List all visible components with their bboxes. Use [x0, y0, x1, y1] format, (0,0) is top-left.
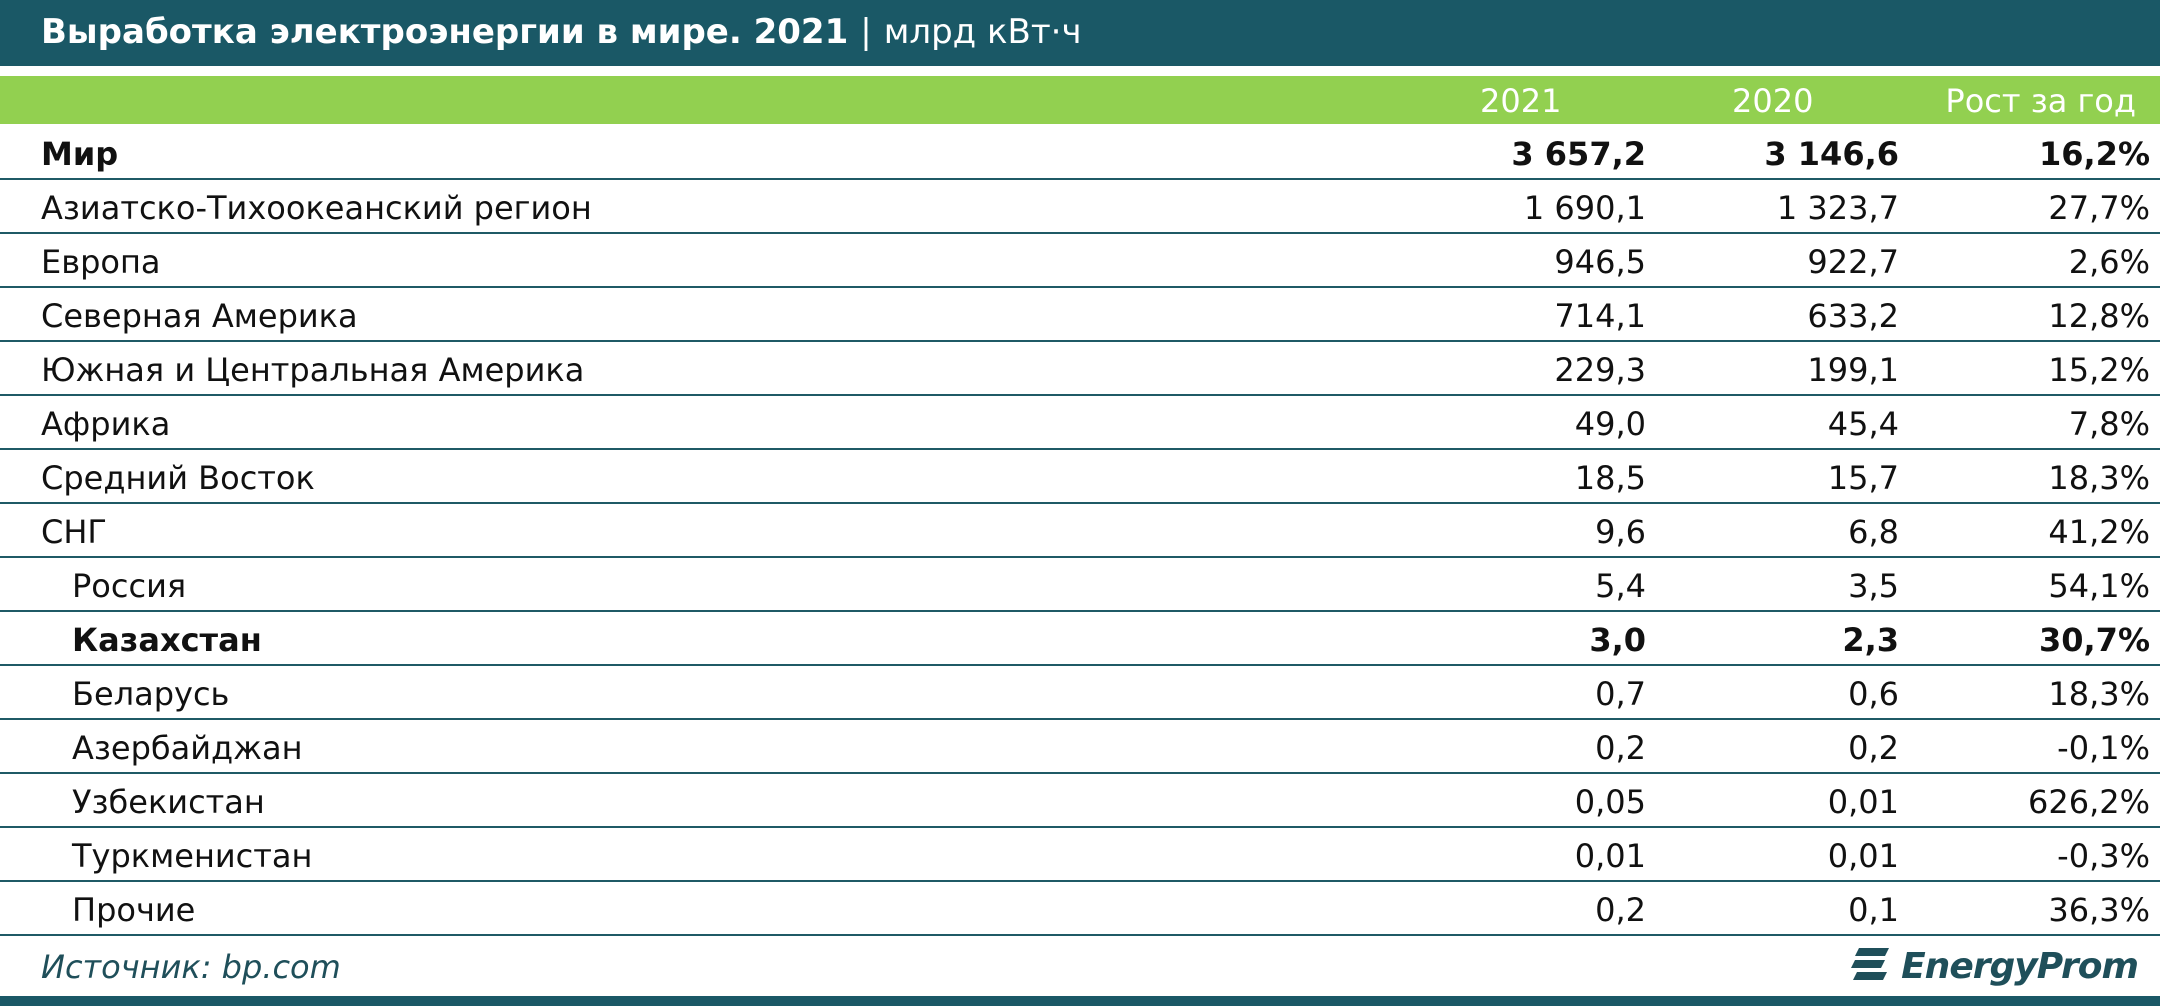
title: Выработка электроэнергии в мире. 2021 | мл…: [41, 12, 1082, 52]
table-row: Прочие 0,2 0,1 36,3%: [0, 882, 2160, 936]
table-row: Северная Америка 714,1 633,2 12,8%: [0, 288, 2160, 342]
row-label: Северная Америка: [41, 297, 358, 335]
column-header: 2021: [1480, 82, 1562, 120]
table-row: Мир 3 657,2 3 146,6 16,2%: [0, 126, 2160, 180]
table-cell: 0,7: [1595, 675, 1646, 713]
table-cell: 18,5: [1574, 459, 1646, 497]
title-separator: |: [860, 12, 872, 52]
row-label: Прочие: [72, 891, 196, 929]
table-row: Азиатско-Тихоокеанский регион 1 690,1 1 32…: [0, 180, 2160, 234]
table-row: Россия 5,4 3,5 54,1%: [0, 558, 2160, 612]
row-label: Беларусь: [72, 675, 230, 713]
table-cell: 49,0: [1574, 405, 1646, 443]
row-label: Средний Восток: [41, 459, 315, 497]
row-label: Южная и Центральная Америка: [41, 351, 585, 389]
table-row: СНГ 9,6 6,8 41,2%: [0, 504, 2160, 558]
table-cell: 922,7: [1807, 243, 1899, 281]
table-cell: 0,2: [1595, 891, 1646, 929]
table-row: Африка 49,0 45,4 7,8%: [0, 396, 2160, 450]
table-cell: 3,5: [1848, 567, 1899, 605]
table-cell: 6,8: [1848, 513, 1899, 551]
table-cell: 5,4: [1595, 567, 1646, 605]
table-cell: 946,5: [1554, 243, 1646, 281]
table-cell: 16,2%: [2038, 135, 2150, 173]
table-cell: -0,3%: [2057, 837, 2150, 875]
table-cell: 1 690,1: [1523, 189, 1646, 227]
bottom-bar: [0, 996, 2160, 1006]
table-cell: 15,7: [1827, 459, 1899, 497]
row-label: Россия: [72, 567, 187, 605]
table-cell: 626,2%: [2027, 783, 2150, 821]
table-row: Средний Восток 18,5 15,7 18,3%: [0, 450, 2160, 504]
table-cell: 0,05: [1574, 783, 1646, 821]
source: Источник: bp.com: [41, 948, 341, 986]
row-label: Казахстан: [72, 621, 262, 659]
row-label: СНГ: [41, 513, 107, 551]
title-text: Выработка электроэнергии в мире. 2021: [41, 12, 849, 52]
row-label: Азербайджан: [72, 729, 303, 767]
table-cell: 18,3%: [2048, 459, 2150, 497]
table-cell: -0,1%: [2057, 729, 2150, 767]
column-header: 2020: [1732, 82, 1814, 120]
table-row: Узбекистан 0,05 0,01 626,2%: [0, 774, 2160, 828]
table-cell: 199,1: [1807, 351, 1899, 389]
table-cell: 1 323,7: [1776, 189, 1899, 227]
table-cell: 30,7%: [2038, 621, 2150, 659]
table-cell: 0,1: [1848, 891, 1899, 929]
table-row: Южная и Центральная Америка 229,3 199,1 15,…: [0, 342, 2160, 396]
title-bar: [0, 0, 2160, 66]
column-header: Рост за год: [1945, 82, 2136, 120]
table-row: Беларусь 0,7 0,6 18,3%: [0, 666, 2160, 720]
unit: млрд кВт·ч: [883, 12, 1082, 52]
table-cell: 36,3%: [2048, 891, 2150, 929]
table-cell: 2,3: [1842, 621, 1899, 659]
logo: EnergyProm: [1849, 942, 2139, 990]
table-cell: 229,3: [1554, 351, 1646, 389]
table-cell: 7,8%: [2068, 405, 2150, 443]
table-row: Казахстан 3,0 2,3 30,7%: [0, 612, 2160, 666]
row-label: Европа: [41, 243, 161, 281]
table-cell: 3 657,2: [1511, 135, 1646, 173]
row-label: Азиатско-Тихоокеанский регион: [41, 189, 592, 227]
table-cell: 41,2%: [2048, 513, 2150, 551]
table-cell: 0,2: [1848, 729, 1899, 767]
table-row: Европа 946,5 922,7 2,6%: [0, 234, 2160, 288]
table-cell: 3 146,6: [1764, 135, 1899, 173]
row-label: Мир: [41, 135, 119, 173]
table-cell: 12,8%: [2048, 297, 2150, 335]
table-row: Азербайджан 0,2 0,2 -0,1%: [0, 720, 2160, 774]
table-cell: 0,01: [1827, 837, 1899, 875]
table-cell: 9,6: [1595, 513, 1646, 551]
table-cell: 0,2: [1595, 729, 1646, 767]
table-cell: 2,6%: [2068, 243, 2150, 281]
table-cell: 27,7%: [2048, 189, 2150, 227]
table-cell: 3,0: [1589, 621, 1646, 659]
table-cell: 54,1%: [2048, 567, 2150, 605]
table-cell: 15,2%: [2048, 351, 2150, 389]
row-label: Узбекистан: [72, 783, 265, 821]
logo-icon: [1851, 948, 1890, 980]
row-label: Африка: [41, 405, 171, 443]
table-cell: 714,1: [1554, 297, 1646, 335]
row-label: Туркменистан: [72, 837, 313, 875]
header-bar: [0, 76, 2160, 124]
table-cell: 0,01: [1574, 837, 1646, 875]
table-cell: 45,4: [1827, 405, 1899, 443]
table-cell: 633,2: [1807, 297, 1899, 335]
table-cell: 18,3%: [2048, 675, 2150, 713]
table-cell: 0,01: [1827, 783, 1899, 821]
table-row: Туркменистан 0,01 0,01 -0,3%: [0, 828, 2160, 882]
logo-text: EnergyProm: [1901, 945, 2139, 987]
table-cell: 0,6: [1848, 675, 1899, 713]
